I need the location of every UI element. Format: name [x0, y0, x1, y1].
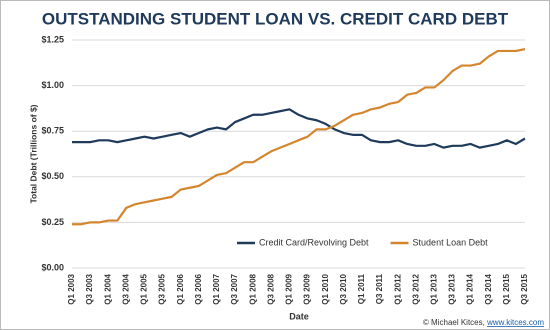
x-tick-label: Q1 2007 — [212, 273, 221, 304]
x-tick-label: Q3 2006 — [194, 273, 203, 304]
legend-label: Student Loan Debt — [413, 237, 489, 247]
x-tick-label: Q3 2008 — [266, 273, 275, 304]
x-tick-label: Q3 2009 — [303, 273, 312, 304]
x-tick-label: Q1 2011 — [357, 273, 366, 304]
x-tick-label: Q1 2003 — [67, 273, 76, 304]
x-tick-label: Q3 2010 — [339, 273, 348, 304]
y-axis-label: Total Debt (Trillions of $) — [28, 104, 38, 203]
legend-label: Credit Card/Revolving Debt — [259, 237, 369, 247]
footer: © Michael Kitces, www.kitces.com — [423, 318, 544, 327]
x-tick-label: Q3 2012 — [411, 273, 420, 304]
x-tick-label: Q3 2003 — [85, 273, 94, 304]
x-tick-label: Q3 2013 — [448, 273, 457, 304]
y-tick-label: $0.25 — [41, 217, 64, 227]
x-tick-label: Q1 2009 — [285, 273, 294, 304]
y-tick-label: $0.50 — [41, 171, 64, 181]
x-tick-label: Q1 2013 — [430, 273, 439, 304]
x-tick-label: Q3 2014 — [484, 273, 493, 304]
x-tick-label: Q1 2008 — [248, 273, 257, 304]
x-tick-label: Q1 2012 — [393, 273, 402, 304]
series-line — [72, 108, 526, 149]
x-tick-label: Q1 2005 — [140, 273, 149, 304]
x-tick-label: Q3 2011 — [375, 273, 384, 304]
chart-title: OUTSTANDING STUDENT LOAN VS. CREDIT CARD… — [42, 9, 509, 28]
y-tick-label: $0.75 — [41, 126, 64, 136]
y-tick-label: $1.00 — [41, 80, 64, 90]
x-tick-label: Q1 2014 — [466, 273, 475, 304]
x-tick-label: Q3 2004 — [121, 273, 130, 304]
series-line — [72, 48, 526, 226]
x-tick-label: Q3 2005 — [158, 273, 167, 304]
x-tick-label: Q1 2010 — [321, 273, 330, 304]
x-tick-label: Q1 2006 — [176, 273, 185, 304]
x-tick-label: Q1 2015 — [502, 273, 511, 304]
y-tick-label: $0.00 — [41, 262, 64, 272]
credit: © Michael Kitces, — [423, 318, 485, 327]
x-tick-label: Q3 2007 — [230, 273, 239, 304]
x-axis-label: Date — [289, 311, 309, 321]
x-tick-label: Q1 2004 — [103, 273, 112, 304]
y-tick-label: $1.25 — [41, 34, 64, 44]
x-tick-label: Q3 2015 — [520, 273, 529, 304]
link[interactable]: www.kitces.com — [486, 318, 544, 327]
